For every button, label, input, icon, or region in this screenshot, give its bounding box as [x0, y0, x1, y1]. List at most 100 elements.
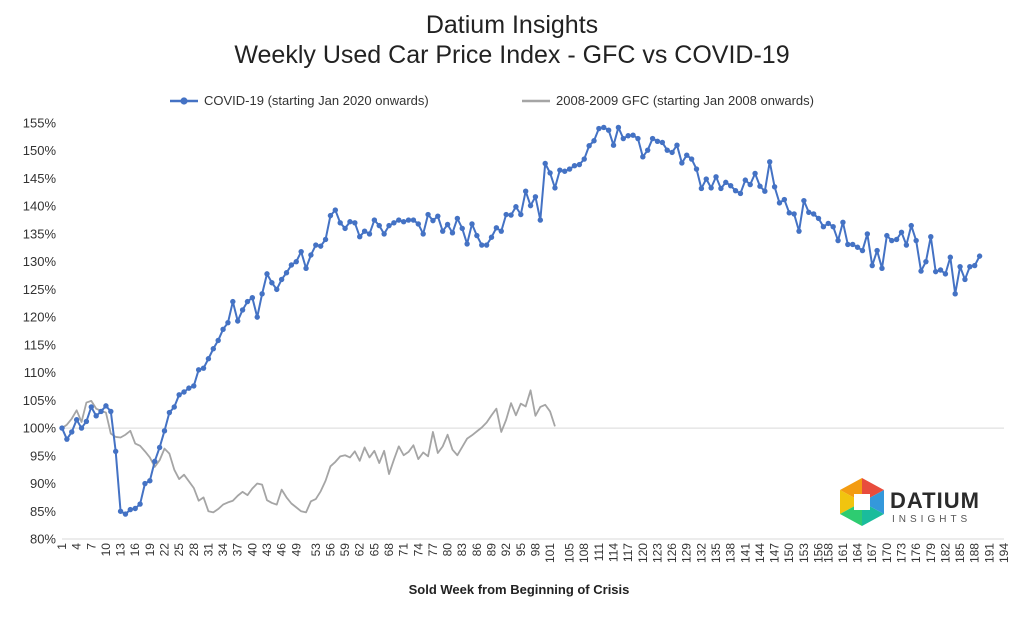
covid-point — [410, 217, 417, 223]
covid-point — [357, 234, 363, 240]
covid-point — [820, 224, 827, 230]
covid-point — [440, 228, 446, 234]
x-tick-label: 126 — [665, 543, 679, 563]
covid-point — [596, 125, 602, 132]
covid-point — [601, 124, 607, 131]
covid-point — [942, 271, 949, 277]
y-tick-label: 105% — [23, 393, 57, 408]
x-axis: 1 4 7 10 13 16 19 22 25 28 31 34 37 40 43 46 49 53 56 59 62 6… — [55, 543, 1011, 563]
covid-point — [469, 221, 475, 227]
covid-point — [303, 265, 309, 272]
covid-point — [889, 237, 895, 244]
x-tick-label: 83 — [455, 543, 469, 557]
legend: COVID-19 (starting Jan 2020 onwards) 200… — [170, 93, 814, 108]
x-tick-label: 176 — [909, 543, 923, 563]
covid-point — [903, 242, 910, 248]
x-tick-label: 129 — [680, 543, 694, 563]
x-tick-label: 65 — [367, 543, 381, 557]
covid-point — [454, 215, 461, 222]
covid-point — [581, 156, 587, 162]
covid-point — [210, 346, 217, 352]
covid-point — [254, 314, 260, 320]
y-tick-label: 110% — [24, 365, 57, 380]
x-tick-label: 86 — [470, 543, 484, 557]
covid-point — [918, 268, 924, 274]
covid-point — [259, 291, 265, 297]
covid-point — [967, 263, 973, 270]
y-axis: 80% 85% 90% 95% 100% 105% 110% 115% 120% 125% 130%… — [23, 116, 57, 547]
covid-point — [893, 236, 900, 243]
x-tick-label: 98 — [528, 543, 542, 557]
x-tick-label: 62 — [353, 543, 367, 557]
covid-point — [840, 219, 846, 225]
x-tick-label: 117 — [621, 543, 635, 562]
covid-point — [391, 220, 397, 226]
covid-point — [191, 383, 197, 389]
y-tick-label: 155% — [23, 116, 57, 131]
x-tick-label: 56 — [323, 543, 337, 557]
x-tick-label: 34 — [216, 543, 230, 557]
x-tick-label: 89 — [485, 543, 499, 557]
covid-point — [459, 225, 465, 232]
covid-point — [718, 185, 724, 192]
covid-point — [776, 200, 783, 206]
covid-point — [527, 202, 534, 209]
covid-point — [93, 413, 99, 419]
x-tick-label: 182 — [938, 543, 952, 563]
covid-point — [508, 212, 514, 218]
x-tick-label: 16 — [128, 543, 142, 557]
covid-point — [205, 356, 212, 362]
x-tick-label: 68 — [382, 543, 396, 557]
covid-point — [635, 135, 641, 142]
covid-point — [112, 448, 119, 455]
covid-point — [108, 408, 114, 415]
legend-covid-label: COVID-19 (starting Jan 2020 onwards) — [204, 93, 429, 108]
covid-point — [132, 505, 138, 512]
covid-point — [308, 252, 314, 258]
covid-point — [869, 262, 875, 269]
covid-point — [366, 231, 373, 237]
covid-point — [522, 188, 529, 194]
covid-point — [142, 480, 148, 487]
covid-point — [898, 229, 905, 235]
covid-point — [640, 154, 646, 160]
covid-point — [317, 243, 324, 249]
y-tick-label: 145% — [23, 171, 57, 186]
covid-point — [293, 258, 299, 265]
covid-point — [235, 318, 241, 324]
covid-point — [518, 211, 524, 218]
covid-point — [762, 188, 768, 194]
covid-point — [937, 267, 944, 273]
series-gfc — [61, 389, 556, 514]
x-tick-label: 144 — [753, 543, 767, 563]
covid-point — [449, 230, 456, 236]
x-tick-label: 188 — [968, 543, 982, 563]
covid-point — [244, 298, 251, 305]
x-tick-label: 164 — [851, 543, 865, 563]
x-tick-label: 105 — [563, 543, 577, 563]
covid-line — [61, 126, 981, 516]
covid-point — [239, 307, 246, 313]
covid-point — [493, 225, 500, 231]
covid-point — [352, 220, 358, 226]
covid-point — [347, 219, 353, 225]
covid-point — [835, 237, 841, 244]
covid-point — [752, 170, 758, 177]
covid-point — [64, 436, 70, 442]
covid-point — [913, 237, 919, 244]
covid-point — [542, 160, 548, 167]
x-tick-label: 111 — [592, 543, 606, 562]
covid-point — [117, 508, 124, 514]
covid-point — [147, 478, 153, 484]
covid-point — [420, 231, 426, 237]
covid-point — [376, 222, 382, 229]
legend-gfc-label: 2008-2009 GFC (starting Jan 2008 onwards… — [556, 93, 814, 108]
covid-point — [864, 231, 871, 237]
covid-point — [757, 183, 763, 189]
covid-point — [532, 194, 539, 200]
covid-point — [874, 247, 880, 254]
covid-point — [156, 444, 163, 451]
covid-point — [879, 265, 885, 272]
covid-point — [932, 268, 939, 275]
chart-title-line-2: Weekly Used Car Price Index - GFC vs COV… — [234, 41, 789, 69]
